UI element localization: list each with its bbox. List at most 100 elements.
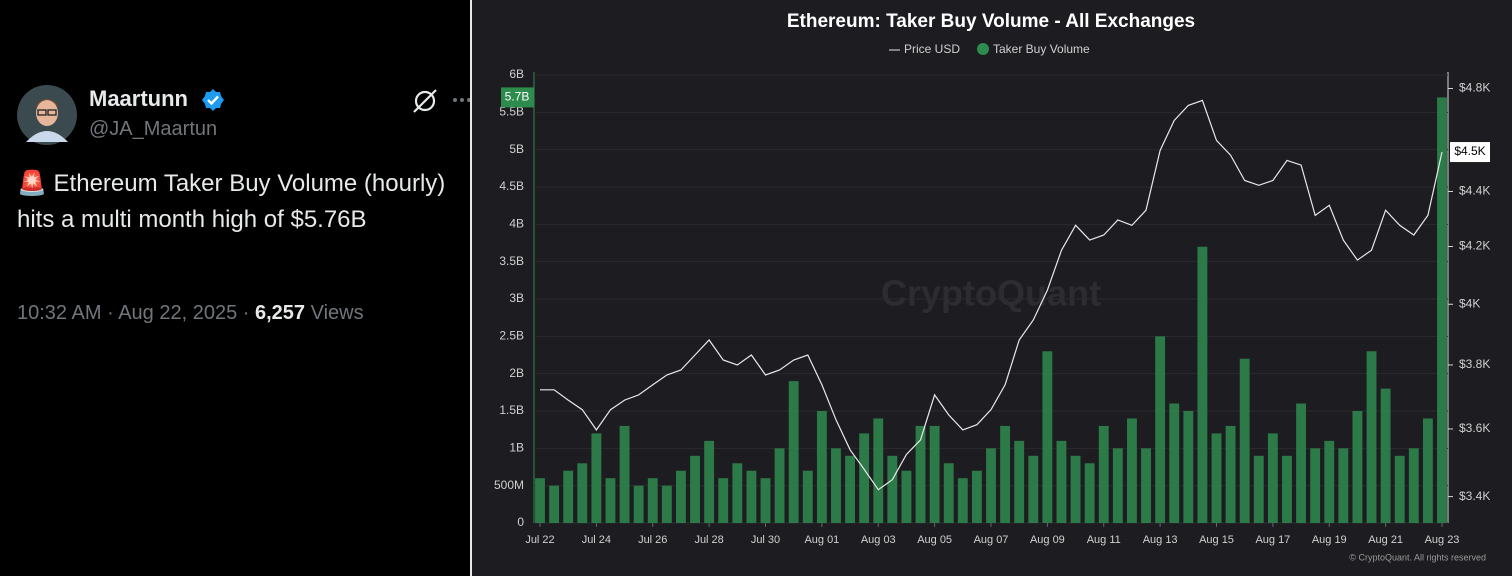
x-tick-label: Aug 03 bbox=[861, 534, 896, 546]
volume-bar bbox=[1014, 440, 1025, 523]
y-tick-label: 1B bbox=[509, 441, 524, 455]
y2-tick-label: $4.8K bbox=[1459, 81, 1490, 95]
x-tick-label: Aug 23 bbox=[1425, 534, 1460, 546]
price-line bbox=[540, 99, 1443, 491]
volume-bar bbox=[591, 433, 602, 523]
y-tick-label: 4.5B bbox=[499, 179, 524, 193]
volume-bar bbox=[957, 478, 968, 523]
volume-bar bbox=[549, 485, 560, 523]
handle[interactable]: @JA_Maartun bbox=[89, 118, 218, 140]
volume-bar bbox=[971, 470, 982, 523]
divider bbox=[470, 0, 472, 576]
volume-bar bbox=[1324, 440, 1335, 523]
volume-bar bbox=[1380, 388, 1391, 523]
volume-bar bbox=[619, 425, 630, 523]
time[interactable]: 10:32 AM bbox=[17, 302, 102, 324]
separator: · bbox=[242, 302, 250, 324]
y2-tick-label: $4K bbox=[1459, 296, 1480, 310]
volume-bar bbox=[690, 455, 700, 523]
volume-bar bbox=[1112, 448, 1123, 523]
y2-tick-label: $3.4K bbox=[1459, 489, 1490, 503]
x-tick-label: Jul 22 bbox=[525, 534, 554, 546]
volume-bar bbox=[774, 448, 785, 523]
volume-bar bbox=[873, 418, 884, 523]
volume-bar bbox=[1267, 433, 1278, 523]
volume-bar bbox=[915, 425, 926, 523]
credit: © CryptoQuant. All rights reserved bbox=[1349, 552, 1486, 562]
y-tick-label: 5.5B bbox=[499, 105, 524, 119]
volume-bar bbox=[1366, 351, 1377, 523]
x-tick-label: Aug 11 bbox=[1087, 534, 1121, 546]
volume-bar bbox=[633, 485, 644, 523]
y2-tick-label: $3.8K bbox=[1459, 357, 1490, 371]
volume-bar bbox=[1408, 448, 1419, 523]
x-tick-label: Aug 19 bbox=[1312, 534, 1347, 546]
watermark: CryptoQuant bbox=[881, 273, 1101, 314]
x-tick-label: Jul 24 bbox=[582, 534, 611, 546]
volume-bar bbox=[1169, 403, 1180, 523]
tweet-text: 🚨 Ethereum Taker Buy Volume (hourly) hit… bbox=[17, 170, 446, 233]
y-tick-label: 2B bbox=[509, 366, 524, 380]
volume-bar bbox=[1000, 425, 1011, 523]
avatar[interactable] bbox=[12, 80, 82, 150]
chart: Ethereum: Taker Buy Volume - All Exchang… bbox=[472, 0, 1512, 576]
y-tick-label: 500M bbox=[494, 478, 524, 492]
grok-icon[interactable] bbox=[410, 86, 440, 116]
legend-label[interactable]: Taker Buy Volume bbox=[993, 42, 1090, 56]
date[interactable]: Aug 22, 2025 bbox=[118, 302, 238, 324]
tweet-meta: 10:32 AM · Aug 22, 2025 · 6,257 Views bbox=[17, 302, 364, 325]
volume-bar bbox=[732, 463, 743, 523]
volume-bar bbox=[1352, 411, 1363, 523]
x-tick-label: Aug 13 bbox=[1143, 534, 1178, 546]
volume-bar bbox=[1183, 411, 1194, 523]
volume-bar bbox=[1098, 425, 1109, 523]
x-tick-label: Aug 07 bbox=[974, 534, 1009, 546]
volume-bar bbox=[1225, 425, 1236, 523]
volume-bar bbox=[718, 478, 729, 523]
x-tick-label: Aug 15 bbox=[1199, 534, 1234, 546]
volume-bar bbox=[1422, 418, 1433, 523]
views-label: Views bbox=[310, 302, 364, 324]
y-tick-label: 2.5B bbox=[499, 329, 524, 343]
chart-title: Ethereum: Taker Buy Volume - All Exchang… bbox=[787, 11, 1195, 32]
current-price-badge bbox=[1450, 142, 1490, 163]
more-icon[interactable] bbox=[452, 95, 472, 105]
volume-bar bbox=[661, 485, 672, 523]
volume-bar bbox=[788, 381, 799, 523]
y2-tick-label: $4.2K bbox=[1459, 239, 1490, 253]
current-price-label: $4.5K bbox=[1454, 144, 1485, 158]
volume-bar bbox=[1141, 448, 1151, 523]
volume-bar bbox=[746, 470, 757, 523]
volume-bar bbox=[563, 470, 574, 523]
volume-bar bbox=[929, 425, 940, 523]
volume-bar bbox=[1056, 440, 1067, 523]
volume-bar bbox=[1296, 403, 1306, 523]
separator: · bbox=[107, 302, 114, 324]
y-tick-label: 5B bbox=[509, 142, 524, 156]
volume-bar bbox=[676, 470, 686, 523]
volume-bar bbox=[1211, 433, 1222, 523]
y-tick-label: 1.5B bbox=[499, 403, 524, 417]
legend-label[interactable]: Price USD bbox=[904, 42, 960, 56]
y-tick-label: 3B bbox=[509, 291, 524, 305]
volume-bar bbox=[1282, 455, 1292, 523]
volume-bar bbox=[647, 478, 658, 523]
x-tick-label: Aug 17 bbox=[1255, 534, 1290, 546]
display-name[interactable]: Maartunn bbox=[89, 86, 188, 111]
volume-bar bbox=[901, 470, 912, 523]
volume-bar bbox=[577, 463, 588, 523]
x-tick-label: Jul 30 bbox=[751, 534, 780, 546]
x-tick-label: Aug 09 bbox=[1030, 534, 1065, 546]
volume-bar bbox=[1042, 351, 1053, 523]
volume-bar bbox=[1310, 448, 1321, 523]
volume-bar bbox=[535, 478, 545, 523]
volume-bar bbox=[1197, 246, 1208, 523]
volume-bar bbox=[859, 433, 870, 523]
x-tick-label: Jul 28 bbox=[694, 534, 723, 546]
volume-bar bbox=[760, 478, 771, 523]
volume-bar bbox=[1394, 455, 1405, 523]
volume-bar bbox=[802, 470, 813, 523]
volume-bar bbox=[704, 440, 715, 523]
volume-bar bbox=[1239, 358, 1250, 523]
